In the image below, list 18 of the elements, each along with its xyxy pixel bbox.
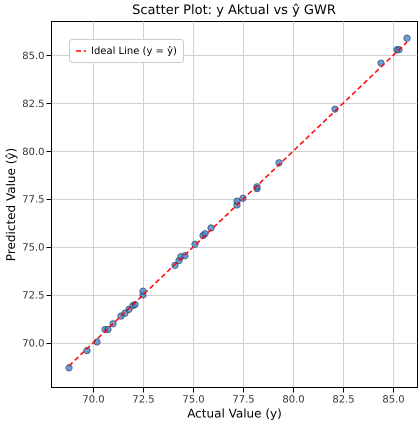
y-tick-label: 72.5 [22,290,44,302]
x-axis-title: Actual Value (y) [187,406,282,420]
y-tick-label: 77.5 [22,194,44,206]
y-tick-label: 70.0 [22,338,44,350]
y-tick-label: 80.0 [22,146,44,158]
legend-label: Ideal Line (y = ŷ) [91,45,178,57]
x-tick-label: 72.5 [132,394,155,406]
x-tick-label: 75.0 [182,394,205,406]
x-tick-label: 85.0 [382,394,405,406]
x-tick-label: 80.0 [282,394,305,406]
y-tick-label: 75.0 [22,242,44,254]
y-tick-label: 85.0 [22,50,44,62]
x-tick-label: 82.5 [332,394,355,406]
chart-title: Scatter Plot: y Aktual vs ŷ GWR [132,3,336,18]
x-tick-label: 70.0 [82,394,105,406]
y-tick-label: 82.5 [22,98,44,110]
x-tick-label: 77.5 [232,394,255,406]
y-axis-title: Predicted Value (ŷ) [4,148,18,262]
